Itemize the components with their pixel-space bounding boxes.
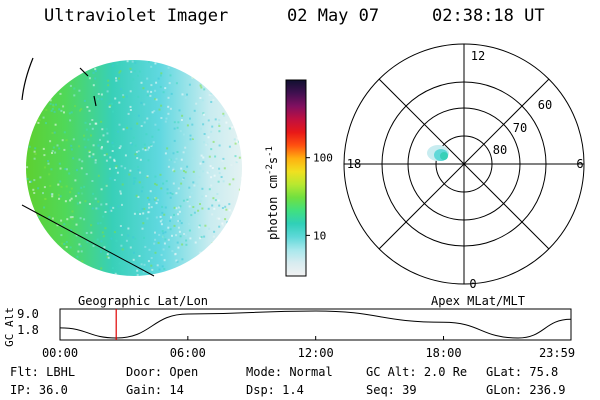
polar-lat-label-60: 60 (538, 98, 552, 112)
grid-tick-2 (93, 95, 97, 107)
polar-mlt-label-18: 18 (347, 157, 361, 171)
footer-flt: Flt: LBHL (10, 365, 76, 379)
colorbar-label: photon cm-2s-1 (265, 146, 280, 240)
colorbar-rect (285, 79, 307, 277)
footer-ip: IP: 36.0 (10, 383, 68, 397)
colorbar-tick-label-0: 100 (313, 152, 333, 165)
timeline-right-title: Apex MLat/MLT (431, 294, 525, 308)
timeline-xtick-0000: 00:00 (42, 346, 78, 360)
date-label: 02 May 07 (287, 6, 380, 26)
footer-glat: GLat: 75.8 (486, 365, 559, 379)
time-label: 02:38:18 UT (432, 6, 545, 26)
disk-base (26, 60, 242, 276)
footer-glon: GLon: 236.9 (486, 383, 566, 397)
footer-mode: Mode: Normal (246, 365, 333, 379)
footer-seq: Seq: 39 (366, 383, 417, 397)
timeline-ticks (59, 336, 572, 340)
timeline-xtick-2359: 23:59 (539, 346, 575, 360)
polar-lat-label-80: 80 (493, 143, 507, 157)
colorbar: 100 10 photon cm-2s-1 (265, 79, 333, 277)
timeline-ylabel: GC Alt (3, 307, 16, 347)
colorbar-ticks: 100 10 (306, 152, 333, 242)
footer-gc-alt: GC Alt: 2.0 Re (366, 365, 468, 379)
polar-plot: 12 6 0 18 80 70 60 (343, 43, 585, 291)
polar-lat-label-70: 70 (513, 121, 527, 135)
timeline-ytick-bottom: 1.8 (17, 323, 39, 337)
timeline-xtick-1200: 12:00 (298, 346, 334, 360)
colorbar-tick-label-1: 10 (313, 229, 326, 242)
timeline-frame (59, 308, 572, 341)
instrument-title: Ultraviolet Imager (44, 6, 229, 26)
polar-mlt-label-6: 6 (576, 157, 583, 171)
polar-diagonal-2 (378, 78, 550, 250)
limb-arc (21, 57, 34, 101)
altitude-timeline: GC Alt 9.0 1.8 Geographic Lat/Lon Apex M… (3, 294, 575, 360)
timeline-left-title: Geographic Lat/Lon (78, 294, 208, 308)
footer-dsp: Dsp: 1.4 (246, 383, 304, 397)
altitude-curve (59, 310, 572, 339)
uv-image-disk (21, 57, 242, 277)
timeline-xtick-0600: 06:00 (170, 346, 206, 360)
timeline-xtick-1800: 18:00 (425, 346, 461, 360)
timeline-ytick-top: 9.0 (17, 307, 39, 321)
grid-tick-1 (79, 67, 89, 77)
polar-emission-patch (427, 145, 449, 161)
polar-mlt-label-12: 12 (471, 49, 485, 63)
footer-gain: Gain: 14 (126, 383, 184, 397)
polar-mlt-label-0: 0 (469, 277, 476, 291)
terminator-line (21, 204, 155, 277)
footer-door: Door: Open (126, 365, 199, 379)
